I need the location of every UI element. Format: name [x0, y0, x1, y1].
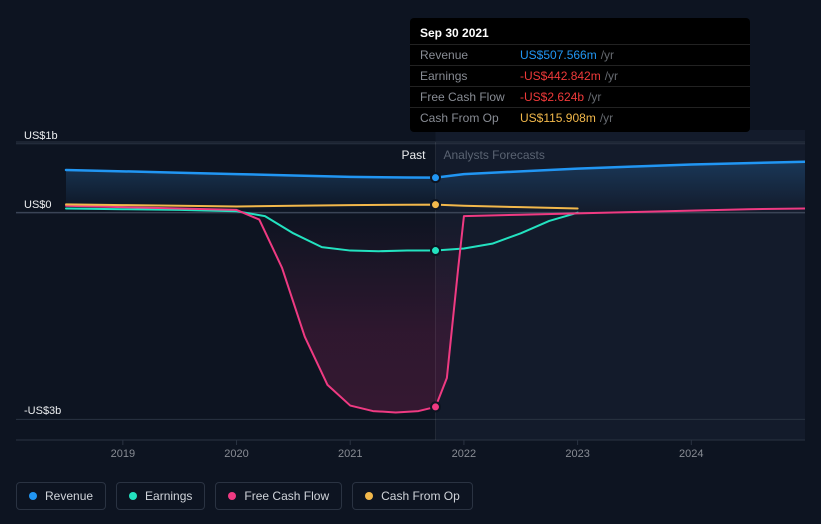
- tooltip-metric-value: US$115.908m: [520, 111, 596, 125]
- y-axis-label: US$1b: [24, 130, 58, 142]
- tooltip-metric-label: Earnings: [420, 69, 520, 83]
- past-region-label: Past: [402, 148, 426, 162]
- legend-dot-icon: [228, 492, 236, 500]
- legend-label: Cash From Op: [381, 489, 460, 503]
- legend-dot-icon: [29, 492, 37, 500]
- tooltip-unit: /yr: [600, 111, 613, 125]
- tooltip-date: Sep 30 2021: [410, 26, 750, 44]
- legend-label: Revenue: [45, 489, 93, 503]
- legend-dot-icon: [129, 492, 137, 500]
- x-axis-label: 2023: [565, 448, 589, 460]
- tooltip-unit: /yr: [588, 90, 601, 104]
- tooltip-row: Free Cash Flow -US$2.624b /yr: [410, 86, 750, 107]
- forecast-region-label: Analysts Forecasts: [444, 148, 545, 162]
- tooltip-metric-value: -US$442.842m: [520, 69, 601, 83]
- x-axis-label: 2022: [452, 448, 476, 460]
- y-axis-label: -US$3b: [24, 405, 61, 417]
- x-axis-label: 2020: [224, 448, 248, 460]
- legend-label: Free Cash Flow: [244, 489, 329, 503]
- tooltip-metric-label: Free Cash Flow: [420, 90, 520, 104]
- data-tooltip: Sep 30 2021 Revenue US$507.566m /yrEarni…: [410, 18, 750, 132]
- tooltip-unit: /yr: [601, 48, 614, 62]
- legend: Revenue Earnings Free Cash Flow Cash Fro…: [16, 482, 473, 510]
- x-axis-label: 2021: [338, 448, 362, 460]
- tooltip-unit: /yr: [605, 69, 618, 83]
- tooltip-metric-value: US$507.566m: [520, 48, 597, 62]
- x-axis-label: 2024: [679, 448, 703, 460]
- legend-item-earnings[interactable]: Earnings: [116, 482, 205, 510]
- tooltip-row: Earnings -US$442.842m /yr: [410, 65, 750, 86]
- tooltip-metric-label: Revenue: [420, 48, 520, 62]
- legend-item-revenue[interactable]: Revenue: [16, 482, 106, 510]
- legend-item-cashop[interactable]: Cash From Op: [352, 482, 473, 510]
- tooltip-metric-value: -US$2.624b: [520, 90, 584, 104]
- legend-label: Earnings: [145, 489, 192, 503]
- tooltip-row: Revenue US$507.566m /yr: [410, 44, 750, 65]
- x-axis-label: 2019: [111, 448, 135, 460]
- legend-dot-icon: [365, 492, 373, 500]
- y-axis-label: US$0: [24, 199, 52, 211]
- tooltip-metric-label: Cash From Op: [420, 111, 520, 125]
- legend-item-fcf[interactable]: Free Cash Flow: [215, 482, 342, 510]
- tooltip-row: Cash From Op US$115.908m /yr: [410, 107, 750, 128]
